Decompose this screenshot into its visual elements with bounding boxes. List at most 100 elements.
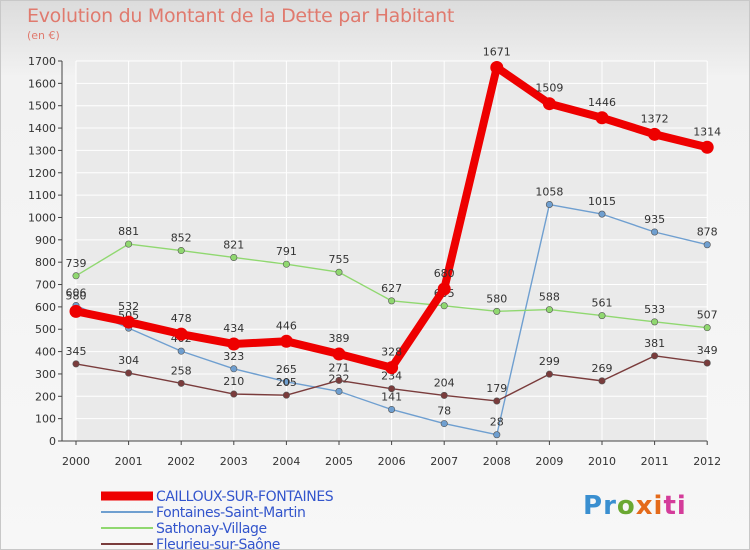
logo-letter: o	[616, 491, 636, 521]
data-label: 389	[329, 332, 350, 345]
data-label: 349	[697, 344, 718, 357]
y-tick-label: 1300	[28, 144, 56, 157]
legend-label: Fleurieu-sur-Saône	[156, 537, 280, 549]
data-point	[388, 405, 396, 413]
legend-label: Sathonay-Village	[156, 521, 267, 537]
data-label: 739	[66, 257, 87, 270]
data-label: 935	[644, 213, 665, 226]
data-label: 606	[66, 287, 87, 300]
logo-letter: x	[635, 491, 654, 521]
data-label: 1015	[588, 195, 616, 208]
data-label: 323	[223, 350, 244, 363]
x-tick-label: 2012	[693, 455, 721, 468]
data-label: 755	[329, 253, 350, 266]
data-label: 205	[276, 376, 297, 389]
y-tick-label: 1700	[28, 55, 56, 68]
data-label: 204	[434, 376, 455, 389]
data-point	[493, 307, 501, 315]
data-point	[651, 352, 659, 360]
data-point	[648, 127, 662, 141]
data-point	[230, 253, 238, 261]
data-label: 28	[490, 416, 504, 429]
data-point	[282, 391, 290, 399]
y-tick-label: 1600	[28, 77, 56, 90]
data-point	[700, 140, 714, 154]
data-label: 878	[697, 226, 718, 239]
data-label: 1314	[693, 125, 721, 138]
data-label: 791	[276, 245, 297, 258]
x-tick-label: 2003	[220, 455, 248, 468]
data-label: 345	[66, 345, 87, 358]
logo-letter: r	[603, 491, 617, 521]
chart-title: Evolution du Montant de la Dette par Hab…	[27, 5, 455, 27]
data-point	[493, 431, 501, 439]
legend-label: Fontaines-Saint-Martin	[156, 505, 305, 521]
x-tick-label: 2010	[588, 455, 616, 468]
y-tick-label: 0	[49, 435, 56, 448]
data-point	[385, 361, 399, 375]
data-label: 78	[437, 405, 451, 418]
logo-letter: P	[583, 491, 604, 521]
y-tick-label: 100	[35, 413, 56, 426]
data-point	[437, 282, 451, 296]
y-tick-label: 700	[35, 279, 56, 292]
logo-letter: i	[676, 491, 687, 521]
data-label: 881	[118, 225, 139, 238]
y-tick-label: 300	[35, 368, 56, 381]
data-point	[335, 387, 343, 395]
data-point	[493, 397, 501, 405]
data-point	[388, 385, 396, 393]
data-label: 328	[381, 346, 402, 359]
data-label: 269	[592, 362, 613, 375]
data-label: 1446	[588, 96, 616, 109]
data-label: 680	[434, 267, 455, 280]
data-point	[440, 420, 448, 428]
data-label: 532	[118, 300, 139, 313]
data-label: 1058	[535, 186, 563, 199]
logo-letter: i	[653, 491, 664, 521]
data-point	[651, 228, 659, 236]
x-tick-label: 2008	[483, 455, 511, 468]
data-point	[174, 327, 188, 341]
data-label: 271	[329, 361, 350, 374]
data-point	[177, 247, 185, 255]
y-tick-label: 800	[35, 256, 56, 269]
data-label: 478	[171, 312, 192, 325]
data-label: 210	[223, 375, 244, 388]
data-point	[598, 312, 606, 320]
logo-letter: t	[663, 491, 677, 521]
x-tick-label: 2002	[167, 455, 195, 468]
data-point	[598, 210, 606, 218]
data-label: 852	[171, 232, 192, 245]
data-point	[388, 297, 396, 305]
x-tick-label: 2007	[430, 455, 458, 468]
legend-label: CAILLOUX-SUR-FONTAINES	[156, 489, 334, 505]
x-tick-label: 2009	[535, 455, 563, 468]
data-point	[703, 241, 711, 249]
data-label: 561	[592, 297, 613, 310]
proxiti-logo: Proxiti	[583, 491, 687, 521]
data-point	[440, 302, 448, 310]
data-label: 533	[644, 303, 665, 316]
data-label: 1509	[535, 82, 563, 95]
x-tick-label: 2005	[325, 455, 353, 468]
data-label: 821	[223, 238, 244, 251]
data-point	[279, 334, 293, 348]
y-tick-label: 900	[35, 234, 56, 247]
data-label: 299	[539, 355, 560, 368]
x-tick-label: 2011	[641, 455, 669, 468]
data-label: 1372	[641, 112, 669, 125]
data-point	[332, 347, 346, 361]
data-label: 1671	[483, 45, 511, 58]
data-label: 381	[644, 337, 665, 350]
data-label: 588	[539, 291, 560, 304]
data-label: 446	[276, 319, 297, 332]
data-point	[598, 377, 606, 385]
data-point	[545, 306, 553, 314]
data-point	[72, 360, 80, 368]
data-point	[125, 240, 133, 248]
x-tick-label: 2006	[378, 455, 406, 468]
y-tick-label: 1400	[28, 122, 56, 135]
data-point	[125, 369, 133, 377]
